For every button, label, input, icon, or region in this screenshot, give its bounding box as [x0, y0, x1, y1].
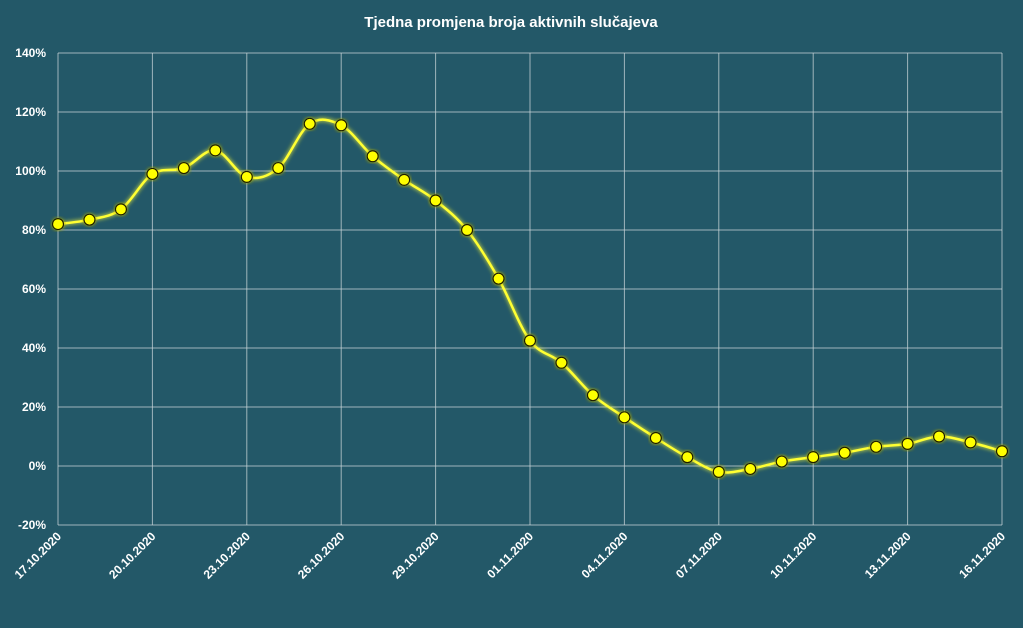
x-tick-label: 20.10.2020 — [106, 529, 159, 582]
data-point — [51, 218, 65, 231]
y-tick-label: 60% — [22, 282, 46, 296]
data-point — [429, 194, 442, 207]
y-axis-ticks: -20% 0% 20% 40% 60% 80% 100% 120% 140% — [15, 46, 46, 532]
y-tick-label: 120% — [15, 105, 46, 119]
data-point — [744, 462, 757, 476]
data-point — [460, 223, 474, 237]
data-point — [775, 455, 788, 468]
data-point — [555, 356, 568, 369]
data-point — [618, 411, 631, 424]
grid — [57, 52, 1003, 526]
series — [51, 117, 1009, 478]
data-point — [586, 389, 600, 402]
x-tick-label: 26.10.2020 — [295, 529, 348, 582]
data-point — [83, 213, 96, 226]
data-point — [303, 117, 316, 130]
data-point — [681, 451, 694, 464]
data-point — [901, 437, 914, 450]
data-point — [398, 173, 411, 186]
y-tick-label: 0% — [29, 459, 47, 473]
y-tick-label: 20% — [22, 400, 46, 414]
x-tick-label: 23.10.2020 — [201, 529, 254, 582]
data-point — [114, 203, 128, 216]
data-point — [712, 465, 725, 478]
data-point — [649, 431, 662, 445]
y-tick-label: 100% — [15, 164, 46, 178]
data-point — [146, 167, 159, 181]
y-tick-label: 40% — [22, 341, 46, 355]
data-point — [240, 170, 253, 183]
y-tick-label: 140% — [15, 46, 46, 60]
x-tick-label: 10.11.2020 — [767, 529, 819, 581]
data-point — [492, 272, 505, 285]
x-tick-label: 16.11.2020 — [956, 529, 1008, 581]
data-point — [523, 334, 537, 347]
x-tick-label: 07.11.2020 — [673, 529, 725, 581]
data-point — [964, 436, 977, 449]
chart-title: Tjedna promjena broja aktivnih slučajeva — [364, 14, 658, 31]
data-point — [209, 144, 222, 157]
data-point — [838, 446, 851, 459]
x-tick-label: 04.11.2020 — [579, 529, 631, 581]
x-tick-label: 29.10.2020 — [389, 529, 442, 582]
y-tick-label: -20% — [18, 518, 46, 532]
x-tick-label: 01.11.2020 — [484, 529, 536, 581]
data-point — [870, 440, 883, 453]
x-axis-ticks: 17.10.2020 20.10.2020 23.10.2020 26.10.2020… — [12, 529, 1009, 582]
data-point — [335, 119, 348, 132]
x-tick-label: 17.10.2020 — [12, 529, 65, 582]
data-point — [272, 161, 285, 175]
data-point — [995, 445, 1009, 458]
y-tick-label: 80% — [22, 223, 46, 237]
data-point — [177, 161, 190, 175]
data-point — [807, 451, 820, 464]
data-point — [366, 150, 379, 163]
data-point — [932, 430, 946, 443]
x-tick-label: 13.11.2020 — [862, 529, 914, 581]
